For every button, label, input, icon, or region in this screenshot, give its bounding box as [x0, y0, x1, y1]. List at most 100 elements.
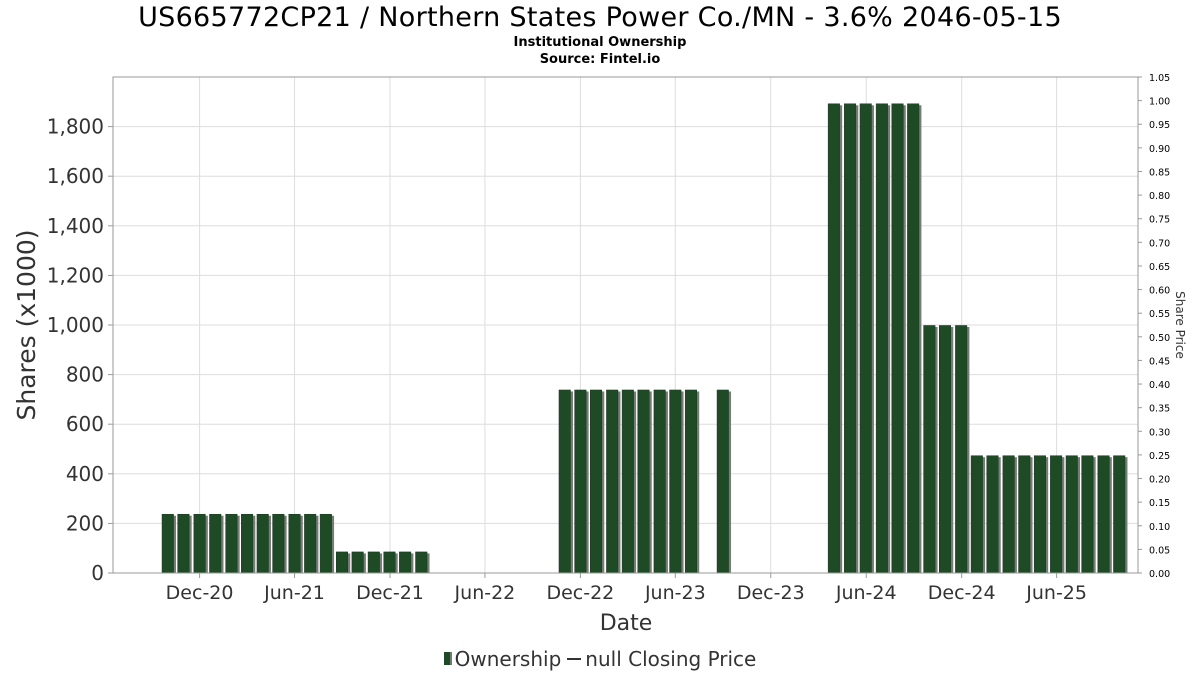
x-tick-label: Dec-21	[356, 582, 424, 604]
ownership-bar	[367, 551, 380, 574]
chart-legend: Ownership null Closing Price	[0, 647, 1200, 671]
chart-source: Source: Fintel.io	[539, 52, 661, 67]
ownership-bar	[859, 103, 872, 574]
ownership-bar	[716, 389, 729, 574]
y2-tick-label: 0.85	[1149, 167, 1170, 178]
ownership-bar	[891, 103, 904, 574]
y2-tick-label: 0.95	[1149, 120, 1170, 131]
ownership-bar	[415, 551, 428, 574]
y2-tick-label: 0.35	[1149, 404, 1170, 415]
y2-tick-label: 0.20	[1149, 475, 1170, 486]
y2-tick-label: 1.00	[1149, 97, 1170, 108]
y2-tick-label: 0.70	[1149, 238, 1170, 249]
ownership-bar	[1097, 455, 1110, 574]
ownership-bar	[606, 389, 619, 574]
y-tick-label: 600	[66, 412, 104, 436]
ownership-legend-swatch	[443, 652, 452, 665]
ownership-bar	[272, 513, 285, 574]
ownership-bar	[558, 389, 571, 574]
ownership-bar	[827, 103, 840, 574]
ownership-bar	[875, 103, 888, 574]
y-tick-label: 1,200	[47, 263, 104, 287]
ownership-bar	[193, 513, 206, 574]
ownership-bar	[209, 513, 222, 574]
y2-tick-label: 0.05	[1149, 545, 1170, 556]
chart-subtitle: Institutional Ownership	[513, 35, 687, 50]
ownership-bar	[399, 551, 412, 574]
ownership-bar	[684, 389, 697, 574]
ownership-bar	[256, 513, 269, 574]
ownership-bar	[938, 325, 951, 574]
x-tick-label: Jun-25	[1025, 582, 1087, 604]
ownership-bar	[590, 389, 603, 574]
ownership-bar	[970, 455, 983, 574]
ownership-bar	[621, 389, 634, 574]
y2-tick-label: 0.65	[1149, 262, 1170, 273]
x-tick-label: Dec-22	[546, 582, 614, 604]
ownership-bar	[1033, 455, 1046, 574]
x-tick-label: Jun-21	[263, 582, 325, 604]
y-tick-label: 1,000	[47, 313, 104, 337]
ownership-bar	[241, 513, 254, 574]
y2-tick-label: 0.00	[1149, 569, 1170, 580]
y2-tick-label: 0.60	[1149, 286, 1170, 297]
y-axis: 0 200 400 600 800 1,000 1,200 1,400 1,600 1,800	[47, 115, 113, 585]
y-tick-label: 1,800	[47, 115, 104, 139]
x-tick-label: Jun-24	[835, 582, 897, 604]
x-tick-label: Dec-23	[737, 582, 805, 604]
ownership-bar	[637, 389, 650, 574]
ownership-bar	[304, 513, 317, 574]
ownership-bar	[574, 389, 587, 574]
ownership-bar	[1050, 455, 1063, 574]
ownership-bar	[1065, 455, 1078, 574]
y-tick-label: 400	[66, 462, 104, 486]
y2-tick-label: 1.05	[1149, 73, 1170, 84]
x-axis-label: Date	[600, 611, 653, 636]
y2-tick-label: 0.80	[1149, 191, 1170, 202]
ownership-bar	[335, 551, 348, 574]
ownership-bar	[1002, 455, 1015, 574]
y2-tick-label: 0.15	[1149, 498, 1170, 509]
x-tick-label: Jun-23	[644, 582, 706, 604]
y2-tick-label: 0.40	[1149, 380, 1170, 391]
y-tick-label: 1,400	[47, 214, 104, 238]
ownership-bar	[161, 513, 174, 574]
y2-tick-label: 0.90	[1149, 144, 1170, 155]
ownership-bar	[669, 389, 682, 574]
ownership-bar	[986, 455, 999, 574]
secondary-y-axis-label: Share Price	[1173, 291, 1187, 359]
ownership-bar	[844, 103, 857, 574]
ownership-bar	[177, 513, 190, 574]
ownership-bar	[225, 513, 238, 574]
ownership-bar	[351, 551, 364, 574]
x-axis: Dec-20 Jun-21 Dec-21 Jun-22 Dec-22 Jun-23 Dec-…	[166, 573, 1087, 604]
y-tick-label: 800	[66, 363, 104, 387]
y2-tick-label: 0.50	[1149, 333, 1170, 344]
x-tick-label: Dec-20	[166, 582, 234, 604]
y2-tick-label: 0.45	[1149, 356, 1170, 367]
y2-tick-label: 0.55	[1149, 309, 1170, 320]
price-legend-swatch	[567, 657, 582, 660]
y2-tick-label: 0.25	[1149, 451, 1170, 462]
ownership-bar	[923, 325, 936, 574]
y-tick-label: 1,600	[47, 164, 104, 188]
ownership-bar	[1081, 455, 1094, 574]
ownership-bar	[288, 513, 301, 574]
secondary-y-axis: 0.00 0.05 0.10 0.15 0.20 0.25 0.30 0.35 0.40 0.45…	[1138, 73, 1170, 580]
ownership-bar	[383, 551, 396, 574]
y-tick-label: 200	[66, 511, 104, 535]
ownership-bars	[161, 103, 1128, 574]
legend-ownership-label: Ownership	[454, 647, 562, 671]
legend-price-label: null Closing Price	[585, 647, 757, 671]
y2-tick-label: 0.10	[1149, 522, 1170, 533]
y-tick-label: 0	[91, 561, 104, 585]
ownership-bar	[1018, 455, 1031, 574]
x-tick-label: Jun-22	[454, 582, 516, 604]
y2-tick-label: 0.75	[1149, 215, 1170, 226]
ownership-bar	[907, 103, 920, 574]
ownership-bar	[653, 389, 666, 574]
y2-tick-label: 0.30	[1149, 427, 1170, 438]
ownership-bar	[319, 513, 332, 574]
x-tick-label: Dec-24	[928, 582, 996, 604]
ownership-chart: 0 200 400 600 800 1,000 1,200 1,400 1,600 1,800 0…	[12, 73, 1187, 636]
